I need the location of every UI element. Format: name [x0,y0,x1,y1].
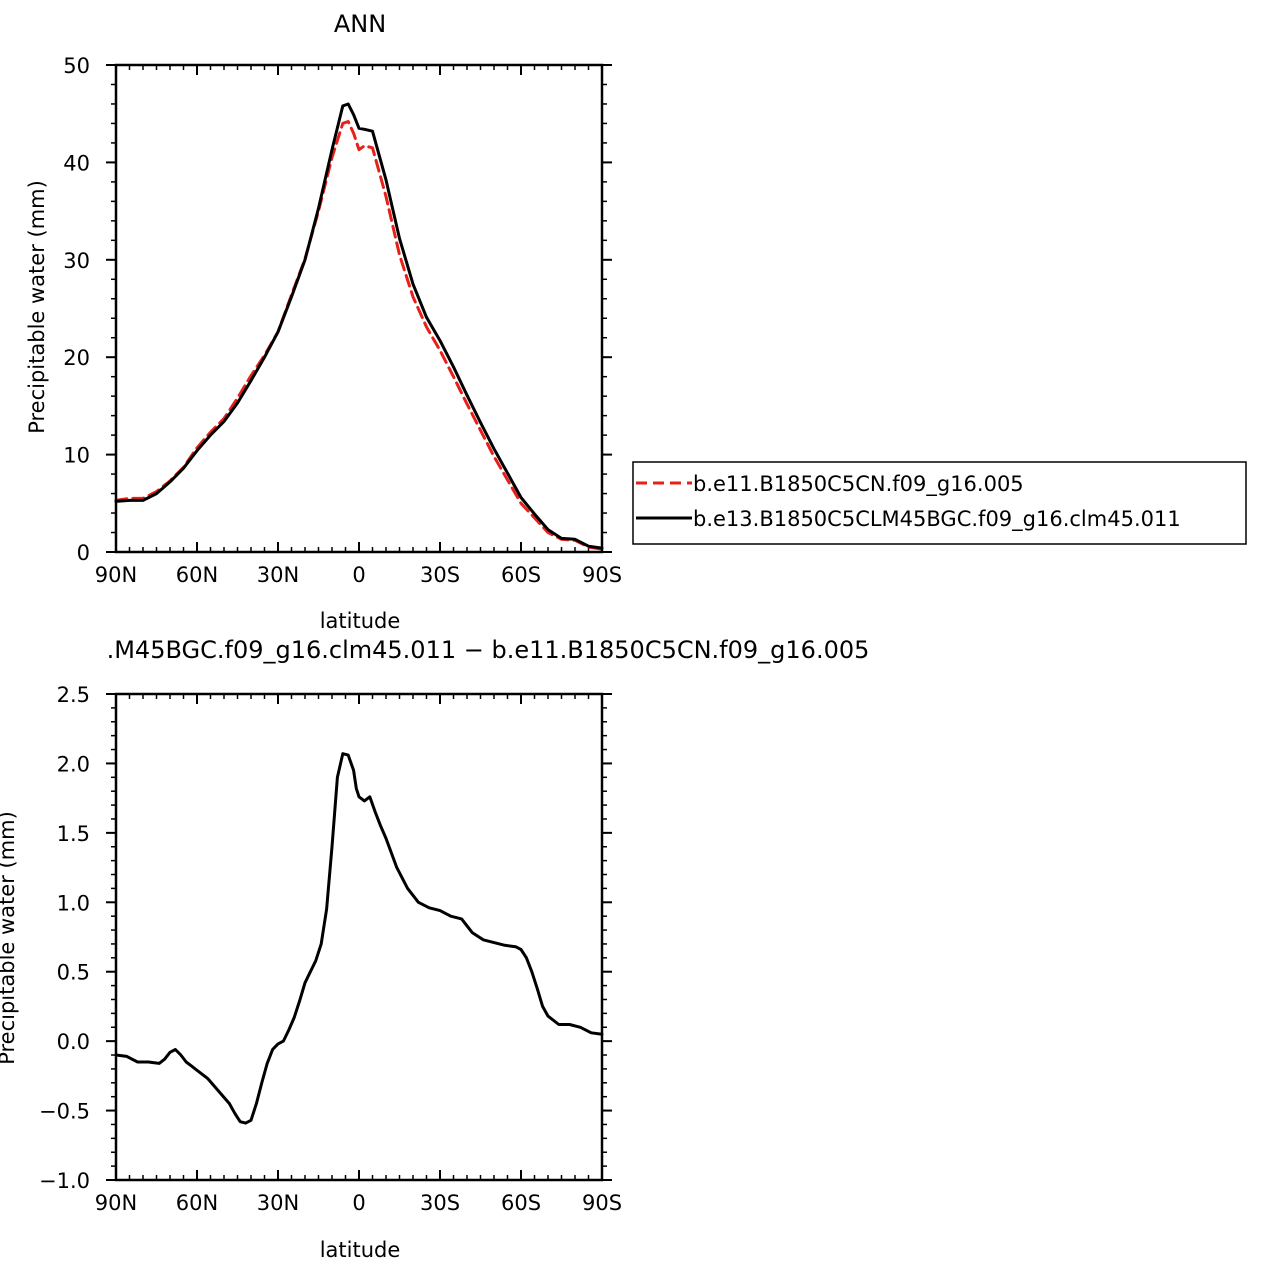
bottom-panel-y-tick-label: 2.5 [57,683,90,707]
bottom-panel-x-tick-label: 0 [352,1191,365,1215]
bottom-panel-y-tick-label: 1.5 [57,822,90,846]
bottom-panel-series-1-line [114,752,604,1125]
top-panel: ANN latitude Precipitable water (mm) 90N… [25,10,1247,633]
legend-entry-1-label: b.e11.B1850C5CN.f09_g16.005 [693,472,1024,497]
bottom-panel-title: .M45BGC.f09_g16.clm45.011 − b.e11.B1850C… [107,636,870,664]
legend-entry-2-label: b.e13.B1850C5CLM45BGC.f09_g16.clm45.011 [693,507,1181,532]
bottom-panel-y-tick-label: 2.0 [57,752,90,776]
top-panel-x-tick-label: 90N [95,563,137,587]
top-panel-x-tick-label: 60S [501,563,541,587]
bottom-panel-plot-frame [114,692,604,1182]
top-panel-y-tick-label: 30 [63,249,90,273]
top-panel-x-tick-label: 60N [176,563,218,587]
bottom-panel-x-axis-title: latitude [320,1238,401,1262]
top-panel-x-tick-label: 30N [257,563,299,587]
bottom-panel-y-tick-label: 0.5 [57,961,90,985]
top-panel-y-tick-label: 10 [63,444,90,468]
legend: b.e11.B1850C5CN.f09_g16.005 b.e13.B1850C… [632,461,1247,545]
bottom-panel-x-tick-label: 30N [257,1191,299,1215]
bottom-panel: .M45BGC.f09_g16.clm45.011 − b.e11.B1850C… [0,636,869,1262]
top-panel-y-tick-label: 40 [63,151,90,175]
bottom-panel-y-tick-label: 0.0 [57,1030,90,1054]
top-panel-y-axis-title: Precipitable water (mm) [25,180,49,434]
top-panel-y-tick-label: 0 [77,541,90,565]
top-panel-series-1-line [114,120,604,551]
top-panel-x-tick-label: 0 [352,563,365,587]
legend-box [632,461,1247,545]
top-panel-series-2-line [114,102,604,550]
top-panel-title: ANN [334,10,386,38]
bottom-panel-x-tick-label: 60S [501,1191,541,1215]
top-panel-x-axis-title: latitude [320,609,401,633]
bottom-panel-x-tick-label: 30S [420,1191,460,1215]
bottom-panel-x-tick-label: 90S [582,1191,622,1215]
bottom-panel-y-axis-title: Precipitable water (mm) [0,811,19,1065]
bottom-panel-y-tick-label: 1.0 [57,891,90,915]
bottom-panel-y-tick-label: −0.5 [39,1100,90,1124]
top-panel-y-tick-label: 50 [63,54,90,78]
bottom-panel-x-tick-label: 60N [176,1191,218,1215]
top-panel-x-tick-label: 90S [582,563,622,587]
top-panel-plot-frame [114,63,604,554]
top-panel-x-tick-label: 30S [420,563,460,587]
bottom-panel-x-tick-label: 90N [95,1191,137,1215]
top-panel-y-tick-label: 20 [63,346,90,370]
bottom-panel-y-tick-label: −1.0 [39,1169,90,1193]
